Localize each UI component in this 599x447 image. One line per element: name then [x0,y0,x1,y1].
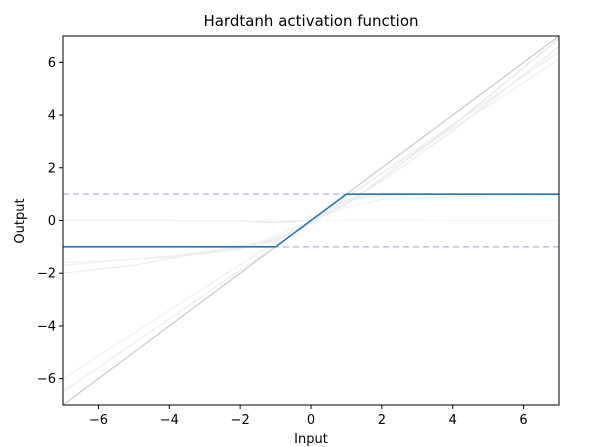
x-tick-label: −2 [231,413,250,428]
y-tick-label: −2 [37,267,56,282]
x-tick-label: 6 [519,413,527,428]
background-series-line-7 [63,192,559,266]
series-layer [63,36,559,405]
x-tick-label: 0 [307,413,315,428]
y-tick-label: 4 [48,109,56,124]
background-series-line-11 [63,46,559,274]
y-tick-label: −4 [37,319,56,334]
x-tick-label: 2 [378,413,386,428]
y-axis: −6 −4 −2 0 2 4 6 [37,56,63,387]
x-tick-label: −6 [89,413,108,428]
background-series-line-4 [63,51,559,393]
y-tick-label: 2 [48,161,56,176]
y-axis-label: Output [13,198,28,243]
background-series-line-5 [63,59,559,380]
y-tick-label: 0 [48,214,56,229]
x-tick-label: −4 [160,413,179,428]
x-axis-label: Input [294,432,328,447]
x-axis: −6 −4 −2 0 2 4 6 [89,405,528,428]
y-tick-label: −6 [37,372,56,387]
background-series-line-6 [63,38,559,224]
main-series-line-0 [63,193,559,248]
background-series-line-9 [63,194,559,264]
x-tick-label: 4 [449,413,457,428]
chart-title: Hardtanh activation function [203,12,418,30]
y-tick-label: 6 [48,56,56,71]
